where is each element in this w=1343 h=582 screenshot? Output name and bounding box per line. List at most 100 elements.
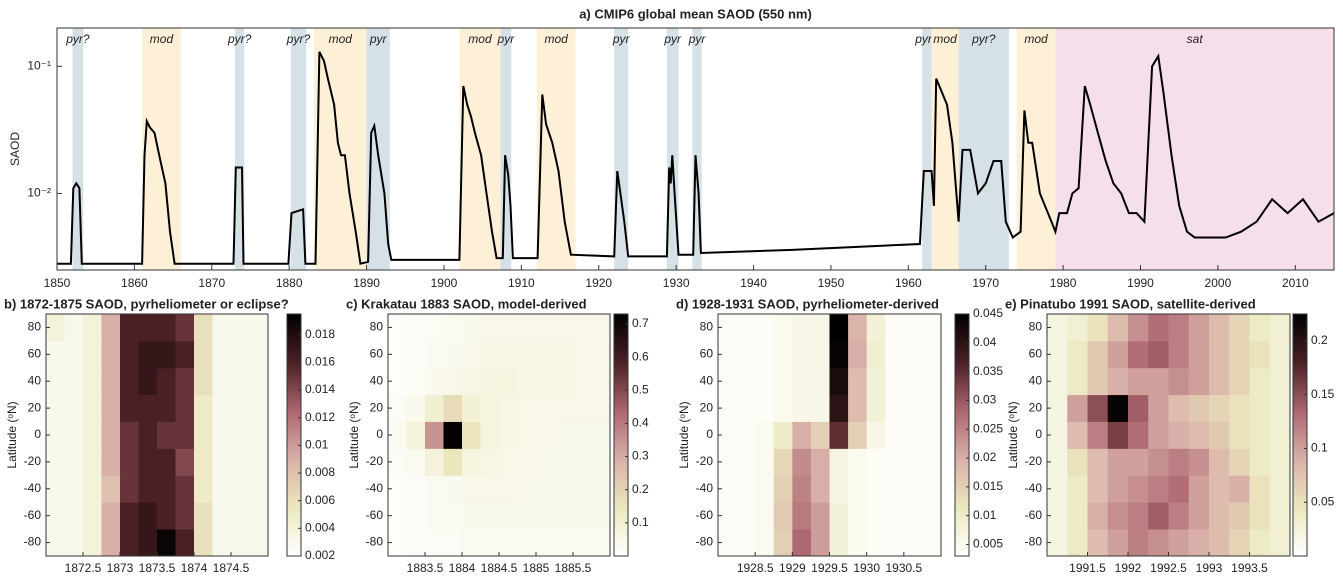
heatmap-cell: [792, 421, 812, 449]
heatmap-cell: [480, 448, 500, 476]
x-tick-label: 1930.5: [885, 561, 922, 575]
y-axis-label: Latitude (ᵒN): [1006, 401, 1020, 468]
heatmap-cell: [792, 394, 812, 422]
x-tick-label: 1872.5: [65, 561, 102, 575]
x-tick-label: 2010: [1282, 276, 1309, 290]
heatmap-cell: [1107, 448, 1129, 476]
x-tick-label: 1992.5: [1150, 561, 1187, 575]
region: [500, 28, 512, 270]
heatmap-cell: [249, 314, 269, 342]
heatmap-cell: [591, 367, 611, 396]
heatmap-cell: [480, 340, 500, 369]
heatmap-cell: [903, 421, 923, 449]
heatmap-cell: [388, 394, 407, 422]
heatmap-cell: [554, 394, 574, 422]
heatmap-cell: [866, 448, 886, 476]
heatmap-cell: [517, 421, 537, 449]
region: [1055, 28, 1334, 270]
heatmap-cell: [101, 448, 121, 476]
heatmap-cell: [1087, 448, 1109, 476]
heatmap-cell: [212, 340, 232, 369]
heatmap-cell: [1209, 475, 1230, 503]
region: [142, 28, 181, 270]
heatmap-cell: [536, 421, 555, 449]
heatmap-cell: [903, 448, 923, 476]
heatmap-cell: [249, 367, 269, 396]
y-tick-label: 20: [700, 400, 714, 414]
heatmap-cell: [46, 314, 65, 342]
heatmap-cell: [83, 448, 102, 476]
heatmap-cell: [425, 475, 444, 503]
heatmap-cell: [101, 421, 121, 449]
heatmap-cell: [885, 340, 905, 369]
heatmap-cell: [810, 448, 830, 476]
colorbar-tick-label: 0.035: [973, 364, 1003, 378]
x-tick-label: 1885.5: [555, 561, 592, 575]
x-tick-label: 1920: [585, 276, 612, 290]
heatmap-cell: [1107, 529, 1129, 557]
heatmap-cell: [1269, 529, 1291, 557]
heatmap-cell: [1087, 314, 1109, 342]
heatmap-cell: [1168, 314, 1190, 342]
heatmap-cell: [792, 314, 812, 342]
heatmap-cell: [903, 394, 923, 422]
y-axis-label: Latitude (ᵒN): [677, 401, 691, 468]
heatmap-cell: [231, 340, 250, 369]
heatmap-cell: [866, 475, 886, 503]
y-tick-label: -40: [1025, 481, 1043, 495]
colorbar: [286, 313, 302, 557]
heatmap-cell: [462, 394, 481, 422]
heatmap-cell: [231, 367, 250, 396]
heatmap-cell: [536, 314, 555, 342]
y-tick-label: 0: [34, 427, 41, 441]
heatmap-cell: [425, 529, 444, 557]
heatmap-cell: [157, 475, 176, 503]
heatmap-cell: [425, 421, 444, 449]
region-label: sat: [1187, 32, 1204, 46]
heatmap-cell: [922, 340, 942, 369]
heatmap-cell: [194, 502, 213, 530]
heatmap-cell: [1249, 448, 1271, 476]
heatmap-cell: [866, 314, 886, 342]
y-tick-label: 0: [706, 427, 713, 441]
heatmap-cell: [175, 502, 195, 530]
heatmap-cell: [1047, 502, 1068, 530]
heatmap-cell: [573, 475, 592, 503]
colorbar-tick-label: 0.005: [973, 537, 1003, 551]
region-label: mod: [1024, 32, 1048, 46]
heatmap-cell: [462, 529, 481, 557]
heatmap-cell: [101, 340, 121, 369]
heatmap-cell: [718, 394, 737, 422]
y-axis-label: SAOD: [8, 132, 22, 166]
region-label: pyr?: [286, 32, 311, 46]
heatmap-cell: [443, 502, 463, 530]
heatmap-cell: [499, 340, 518, 369]
heatmap-cell: [829, 529, 849, 557]
heatmap-cell: [591, 502, 611, 530]
heatmap-cell: [120, 529, 139, 557]
heatmap-cell: [231, 448, 250, 476]
heatmap-cell: [1148, 448, 1169, 476]
heatmap-cell: [848, 475, 868, 503]
heatmap-cell: [1128, 394, 1149, 422]
region-label: mod: [329, 32, 353, 46]
heatmap-cell: [212, 394, 232, 422]
heatmap-cell: [1168, 367, 1190, 396]
heatmap-cell: [231, 394, 250, 422]
heatmap-cell: [138, 367, 158, 396]
x-tick-label: 1980: [1050, 276, 1077, 290]
heatmap-cell: [1107, 340, 1129, 369]
colorbar-tick-label: 0.05: [1311, 494, 1335, 508]
heatmap-cell: [138, 529, 158, 557]
heatmap-cell: [1188, 529, 1210, 557]
heatmap-cell: [866, 394, 886, 422]
x-tick-label: 1990: [1127, 276, 1154, 290]
heatmap-cell: [1148, 502, 1169, 530]
heatmap-cell: [212, 314, 232, 342]
heatmap-cell: [1168, 529, 1190, 557]
y-tick-label: -20: [696, 454, 714, 468]
heatmap-cell: [922, 367, 942, 396]
x-tick-label: 1970: [972, 276, 999, 290]
heatmap-cell: [591, 340, 611, 369]
heatmap-cell: [499, 475, 518, 503]
